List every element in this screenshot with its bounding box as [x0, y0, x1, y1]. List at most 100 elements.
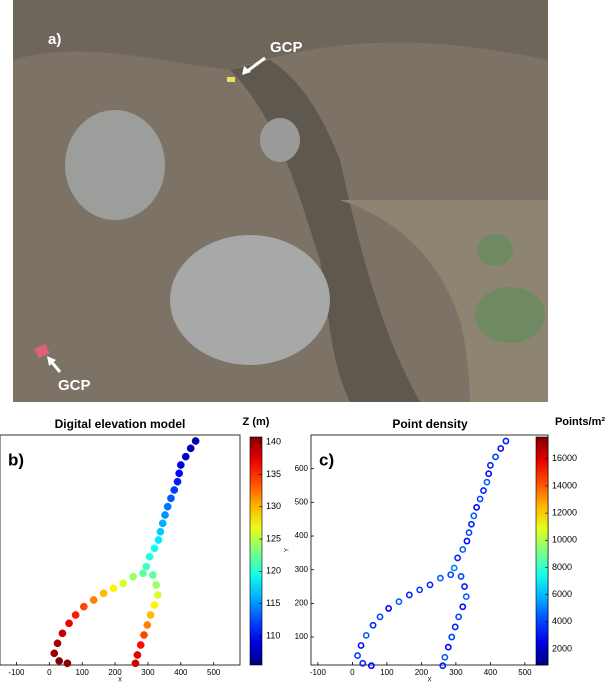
panel-label: b) — [8, 450, 24, 469]
point — [153, 581, 160, 588]
colorbar-label: Z (m) — [243, 416, 270, 428]
colorbar-tick-label: 16000 — [552, 453, 577, 463]
point — [90, 596, 97, 603]
x-axis-label: X — [427, 678, 431, 684]
point — [167, 495, 174, 502]
x-tick-label: 0 — [47, 668, 52, 677]
point — [72, 611, 79, 618]
point — [159, 520, 166, 527]
point — [120, 580, 127, 587]
x-tick-label: 0 — [350, 668, 355, 677]
x-tick-label: 100 — [380, 668, 394, 677]
gcp-label: GCP — [270, 39, 303, 56]
colorbar-tick-label: 4000 — [552, 616, 572, 626]
y-tick-label: 600 — [295, 464, 309, 473]
colorbar-tick-label: 8000 — [552, 562, 572, 572]
photo: a) GCP GCP — [13, 0, 548, 402]
x-tick-label: -100 — [8, 668, 25, 677]
x-tick-label: 200 — [108, 668, 122, 677]
gcp-target — [227, 77, 235, 82]
point — [134, 651, 141, 658]
photo-plant — [477, 234, 513, 266]
colorbar-tick-label: 110 — [266, 630, 280, 640]
colorbar-tick-label: 125 — [266, 533, 281, 543]
photo-shrub — [170, 235, 330, 365]
point — [440, 663, 445, 668]
y-tick-label: 300 — [295, 565, 309, 574]
colorbar — [250, 437, 262, 665]
point — [177, 461, 184, 468]
colorbar-tick-label: 140 — [266, 437, 281, 447]
point — [164, 503, 171, 510]
x-tick-label: 500 — [518, 668, 532, 677]
photo-shrub — [65, 110, 165, 220]
point — [176, 470, 183, 477]
point — [151, 601, 158, 608]
colorbar-tick-label: 14000 — [552, 480, 577, 490]
point — [110, 585, 117, 592]
colorbar-tick-label: 115 — [266, 598, 280, 608]
y-tick-label: 200 — [295, 598, 309, 607]
x-tick-label: 400 — [174, 668, 188, 677]
point — [154, 591, 161, 598]
point — [182, 453, 189, 460]
colorbar-tick-label: 130 — [266, 501, 281, 511]
point — [171, 486, 178, 493]
colorbar-tick-label: 12000 — [552, 507, 577, 517]
colorbar-tick-label: 2000 — [552, 643, 572, 653]
point — [157, 528, 164, 535]
chart-title: Digital elevation model — [55, 417, 186, 431]
chart-title: Point density — [392, 417, 468, 431]
figure: a) GCP GCP Digital elevation model b) -100… — [0, 0, 613, 686]
point — [56, 657, 63, 664]
x-tick-label: 500 — [207, 668, 221, 677]
x-tick-label: 300 — [141, 668, 155, 677]
point — [174, 478, 181, 485]
point — [192, 437, 199, 444]
colorbar-tick-label: 120 — [266, 566, 281, 576]
point — [161, 511, 168, 518]
plot-area — [0, 435, 240, 665]
point — [369, 663, 374, 668]
y-tick-label: 100 — [295, 632, 309, 641]
point — [139, 570, 146, 577]
y-axis-label: Y — [285, 548, 291, 552]
point — [137, 641, 144, 648]
point — [51, 650, 58, 657]
x-tick-label: 300 — [449, 668, 463, 677]
point — [143, 563, 150, 570]
point — [64, 660, 71, 667]
point — [132, 660, 139, 667]
point — [54, 640, 61, 647]
point — [140, 631, 147, 638]
x-tick-label: 100 — [76, 668, 90, 677]
point — [187, 445, 194, 452]
gcp-label: GCP — [58, 377, 91, 394]
photo-shrub — [260, 118, 300, 162]
panel-label: a) — [48, 31, 61, 48]
point — [65, 620, 72, 627]
point — [146, 553, 153, 560]
point — [147, 611, 154, 618]
point — [149, 571, 156, 578]
x-tick-label: 400 — [484, 668, 498, 677]
plot-area — [311, 435, 548, 665]
figure-canvas: a) GCP GCP Digital elevation model b) -100… — [0, 0, 613, 686]
colorbar-label: Points/m² — [555, 416, 605, 428]
panel-label: c) — [319, 450, 334, 469]
point — [155, 536, 162, 543]
photo-plant — [475, 287, 545, 343]
colorbar-tick-label: 135 — [266, 469, 281, 479]
colorbar-tick-label: 10000 — [552, 535, 577, 545]
colorbar-tick-label: 6000 — [552, 589, 572, 599]
point — [144, 621, 151, 628]
point — [100, 590, 107, 597]
point — [80, 603, 87, 610]
x-axis-label: X — [118, 678, 122, 684]
colorbar — [536, 437, 548, 665]
x-tick-label: 200 — [415, 668, 429, 677]
point — [130, 573, 137, 580]
point — [151, 545, 158, 552]
y-tick-label: 500 — [295, 497, 309, 506]
x-tick-label: -100 — [310, 668, 327, 677]
